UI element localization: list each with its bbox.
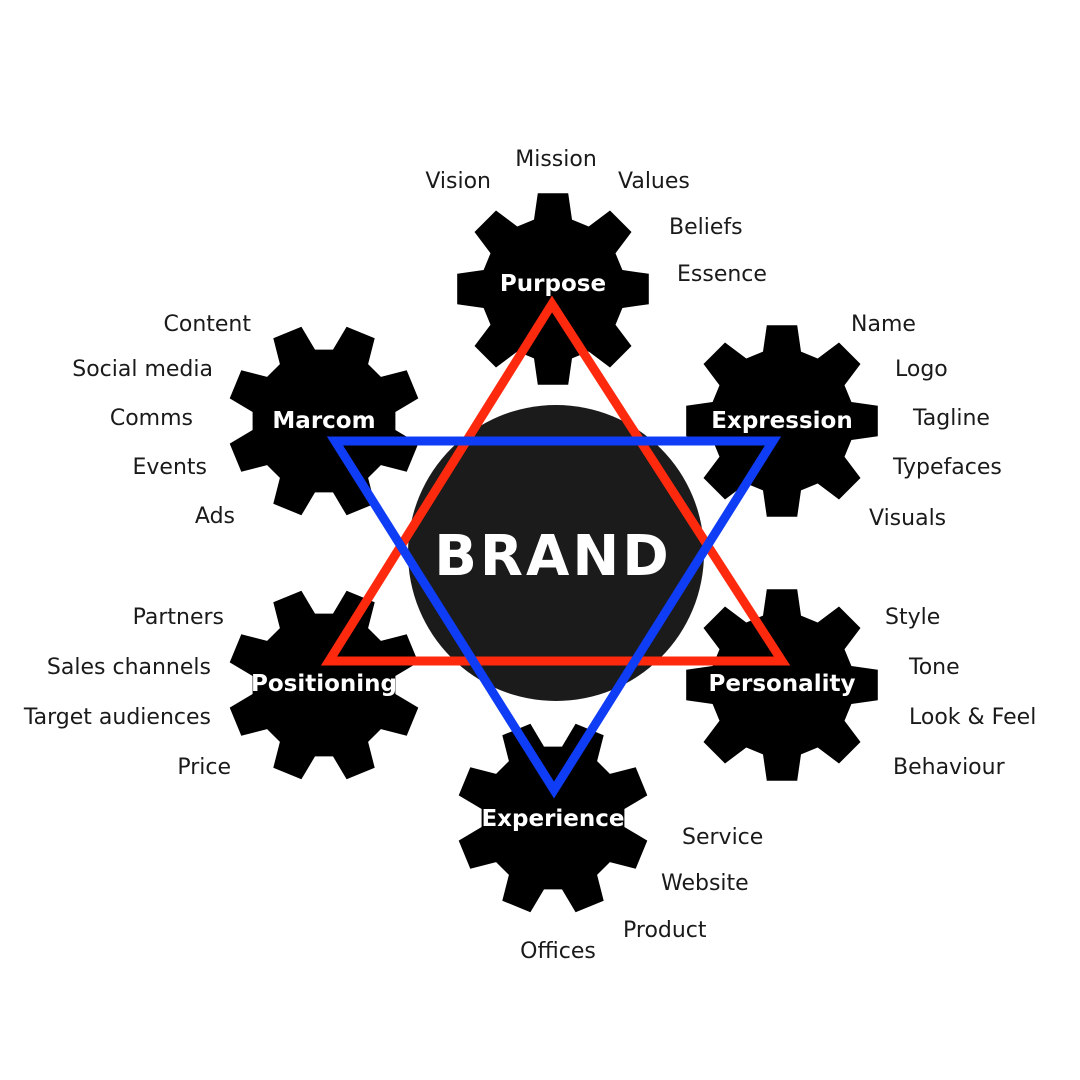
marcom-item-events: Events bbox=[132, 455, 208, 480]
gear-personality-icon bbox=[686, 589, 878, 781]
triangle-up bbox=[320, 295, 791, 666]
gear-title-personality: Personality bbox=[709, 671, 856, 697]
experience-item-offices: Offices bbox=[520, 939, 596, 964]
experience-item-product: Product bbox=[623, 918, 707, 943]
gears-layer bbox=[229, 193, 878, 913]
gear-title-experience: Experience bbox=[481, 806, 624, 832]
personality-item-style: Style bbox=[885, 605, 941, 630]
purpose-item-vision: Vision bbox=[425, 169, 491, 194]
gear-title-expression: Expression bbox=[711, 408, 852, 434]
gear-experience-icon bbox=[458, 723, 648, 913]
gear-title-marcom: Marcom bbox=[272, 408, 375, 434]
gear-marcom-icon bbox=[229, 326, 419, 516]
purpose-item-mission: Mission bbox=[515, 147, 597, 172]
positioning-item-price: Price bbox=[177, 755, 231, 780]
expression-item-typefaces: Typefaces bbox=[893, 455, 1002, 480]
brand-label: BRAND bbox=[434, 524, 672, 589]
personality-item-tone: Tone bbox=[909, 655, 960, 680]
gear-purpose-icon bbox=[457, 193, 649, 385]
personality-item-behaviour: Behaviour bbox=[893, 755, 1005, 780]
expression-item-logo: Logo bbox=[895, 357, 948, 382]
positioning-item-target-audiences: Target audiences bbox=[23, 705, 211, 730]
purpose-item-values: Values bbox=[618, 169, 690, 194]
marcom-item-ads: Ads bbox=[194, 504, 235, 529]
positioning-item-sales-channels: Sales channels bbox=[46, 655, 211, 680]
purpose-item-essence: Essence bbox=[677, 262, 767, 287]
triangle-down bbox=[326, 436, 782, 799]
positioning-item-partners: Partners bbox=[132, 605, 224, 630]
marcom-item-comms: Comms bbox=[109, 406, 193, 431]
personality-item-look-feel: Look & Feel bbox=[909, 705, 1037, 730]
expression-item-visuals: Visuals bbox=[869, 506, 947, 531]
experience-item-service: Service bbox=[682, 825, 764, 850]
marcom-item-content: Content bbox=[163, 312, 252, 337]
gear-expression-icon bbox=[686, 325, 878, 517]
marcom-item-social-media: Social media bbox=[72, 357, 213, 382]
gear-title-purpose: Purpose bbox=[500, 271, 606, 297]
brand-hub bbox=[408, 405, 704, 701]
expression-item-tagline: Tagline bbox=[913, 406, 990, 431]
purpose-item-beliefs: Beliefs bbox=[669, 215, 743, 240]
experience-item-website: Website bbox=[661, 871, 749, 896]
expression-item-name: Name bbox=[851, 312, 916, 337]
gear-title-positioning: Positioning bbox=[251, 671, 397, 697]
gear-positioning-icon bbox=[229, 590, 419, 780]
